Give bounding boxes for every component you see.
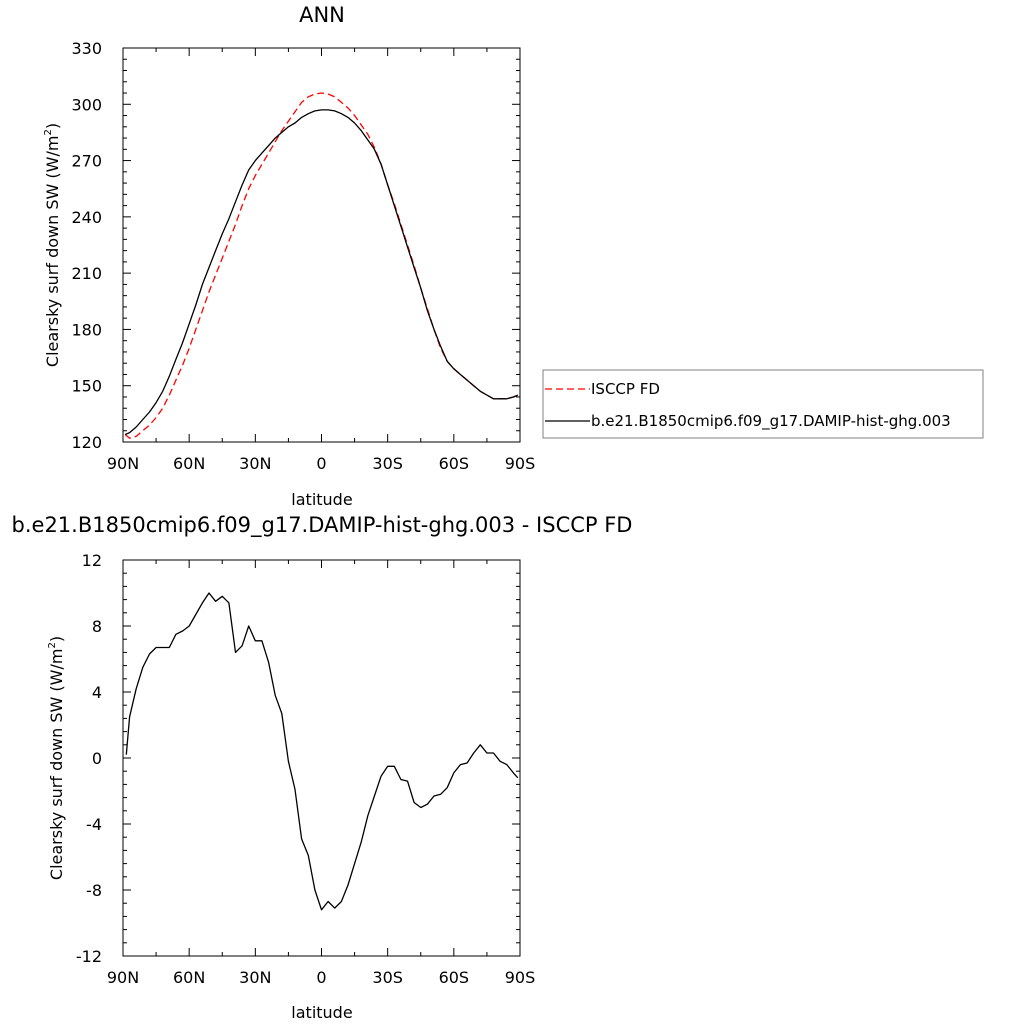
chart-annual-mean: ANN 90N 60N 30N 0 30S 60S 90S 120 150 180 210 240 2… [43,3,984,509]
y-axis-label: Clearsky surf down SW (W/m2) [43,123,62,367]
x-tick-label: 60S [439,968,470,987]
x-tick-label: 30S [372,968,403,987]
x-axis-label: latitude [291,490,352,509]
y-tick-label: -4 [86,815,102,834]
x-tick-label: 90S [505,968,536,987]
y-axis-label: Clearsky surf down SW (W/m2) [47,636,66,880]
x-tick-label: 90S [505,454,536,473]
x-tick-label: 30N [239,454,271,473]
chart-difference: b.e21.B1850cmip6.f09_g17.DAMIP-hist-ghg.… [12,513,633,1022]
plot-frame [122,47,521,443]
y-tick-label: 120 [71,433,102,452]
x-tick-label: 30S [372,454,403,473]
series-line-isccp-fd [124,92,519,439]
y-axis-label-superscript: 2 [47,642,58,648]
x-tick-label: 30N [239,968,271,987]
legend: ISCCP FD b.e21.B1850cmip6.f09_g17.DAMIP-… [542,369,984,439]
legend-label-model: b.e21.B1850cmip6.f09_g17.DAMIP-hist-ghg.… [591,412,951,431]
series-lines [125,592,519,911]
plot-frame [122,559,521,957]
x-tick-label: 90N [107,968,139,987]
y-tick-label: 180 [71,320,102,339]
y-tick-label: 300 [71,95,102,114]
legend-label-isccp: ISCCP FD [591,380,660,398]
y-axis-label-close: ) [43,123,62,129]
y-tick-labels: -12 -8 -4 0 4 8 12 [76,551,102,966]
chart-title: b.e21.B1850cmip6.f09_g17.DAMIP-hist-ghg.… [12,513,633,538]
x-tick-label: 60S [439,454,470,473]
y-axis-label-superscript: 2 [43,129,54,135]
y-tick-label: 270 [71,152,102,171]
x-tick-label: 90N [107,454,139,473]
y-tick-label: 240 [71,208,102,227]
y-tick-label: 210 [71,264,102,283]
x-axis-label: latitude [291,1003,352,1022]
x-tick-label: 0 [316,968,326,987]
x-tick-label: 60N [173,454,205,473]
axis-ticks [122,559,521,957]
axis-ticks [122,47,521,443]
chart-title: ANN [299,3,345,27]
y-axis-label-close: ) [47,636,66,642]
x-tick-label: 0 [316,454,326,473]
y-axis-label-main: Clearsky surf down SW (W/m [47,649,66,881]
y-tick-label: 330 [71,39,102,58]
series-lines [124,92,519,439]
y-tick-label: 4 [92,683,102,702]
y-tick-label: 8 [92,617,102,636]
x-tick-labels: 90N 60N 30N 0 30S 60S 90S [107,968,535,987]
y-tick-label: 12 [82,551,102,570]
y-tick-labels: 120 150 180 210 240 270 300 330 [71,39,102,452]
y-tick-label: 0 [92,749,102,768]
series-line-difference [125,592,519,911]
x-tick-label: 60N [173,968,205,987]
x-tick-labels: 90N 60N 30N 0 30S 60S 90S [107,454,535,473]
y-tick-label: -8 [86,881,102,900]
legend-box [542,369,984,439]
series-line-model [124,109,519,436]
y-tick-label: -12 [76,947,102,966]
y-tick-label: 150 [71,377,102,396]
y-axis-label-main: Clearsky surf down SW (W/m [43,136,62,368]
